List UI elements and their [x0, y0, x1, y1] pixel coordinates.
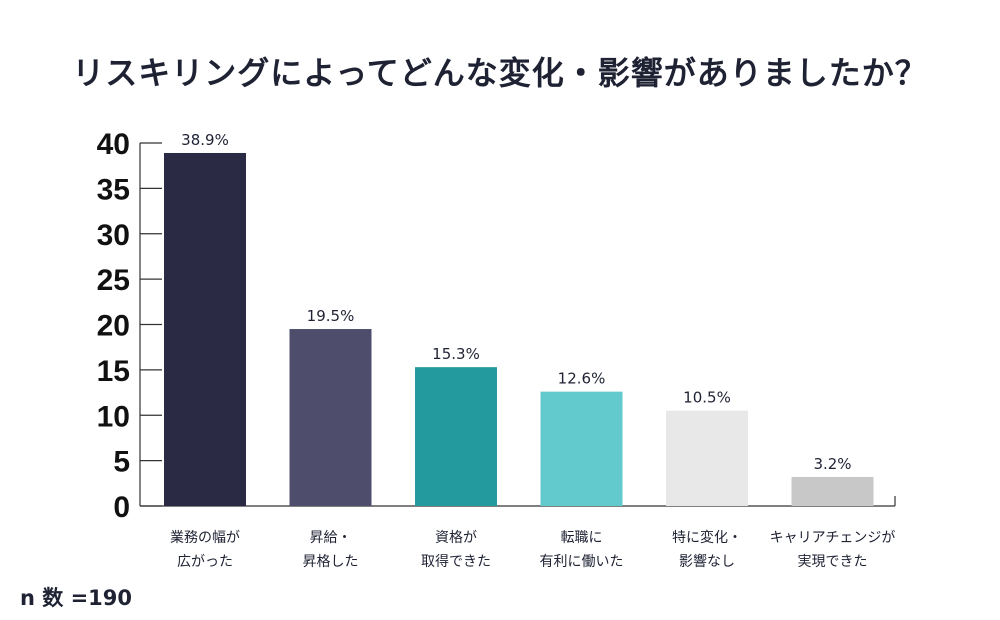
y-tick-label: 20	[97, 310, 130, 343]
y-tick-label: 35	[97, 173, 130, 206]
category-label-3: 資格が	[435, 530, 477, 546]
bar-6	[791, 476, 874, 506]
data-label-4: 12.6%	[558, 370, 606, 388]
category-label-4: 転職に	[561, 530, 603, 546]
category-label-5: 特に変化・	[672, 529, 742, 546]
y-tick-label: 0	[113, 491, 130, 524]
category-label-2: 昇格した	[303, 554, 359, 570]
category-label-5: 影響なし	[679, 553, 735, 570]
sample-size-note: n 数 =190	[20, 586, 133, 610]
category-label-3: 取得できた	[421, 553, 491, 570]
y-tick-label: 25	[97, 264, 130, 297]
category-label-6: 実現できた	[798, 554, 868, 570]
bar-4	[540, 391, 623, 506]
y-tick-label: 40	[97, 128, 130, 161]
data-label-1: 38.9%	[181, 131, 229, 149]
category-label-1: 広がった	[177, 554, 233, 570]
chart-title: リスキリングによってどんな変化・影響がありましたか？	[72, 54, 928, 92]
y-tick-label: 5	[113, 446, 130, 479]
category-label-6: キャリアチェンジが	[770, 530, 896, 546]
data-label-3: 15.3%	[432, 345, 480, 363]
category-label-2: 昇給・	[310, 530, 352, 546]
data-label-6: 3.2%	[813, 455, 851, 473]
category-label-1: 業務の幅が	[170, 530, 240, 546]
data-label-5: 10.5%	[683, 389, 731, 407]
bar-5	[666, 410, 748, 506]
y-tick-label: 30	[97, 219, 130, 252]
bar-3	[415, 367, 497, 506]
category-label-4: 有利に働いた	[540, 554, 624, 570]
y-tick-label: 10	[97, 400, 130, 433]
y-tick-label: 15	[97, 355, 130, 388]
bar-1	[164, 152, 246, 507]
data-label-2: 19.5%	[307, 307, 355, 325]
bar-2	[289, 329, 372, 506]
